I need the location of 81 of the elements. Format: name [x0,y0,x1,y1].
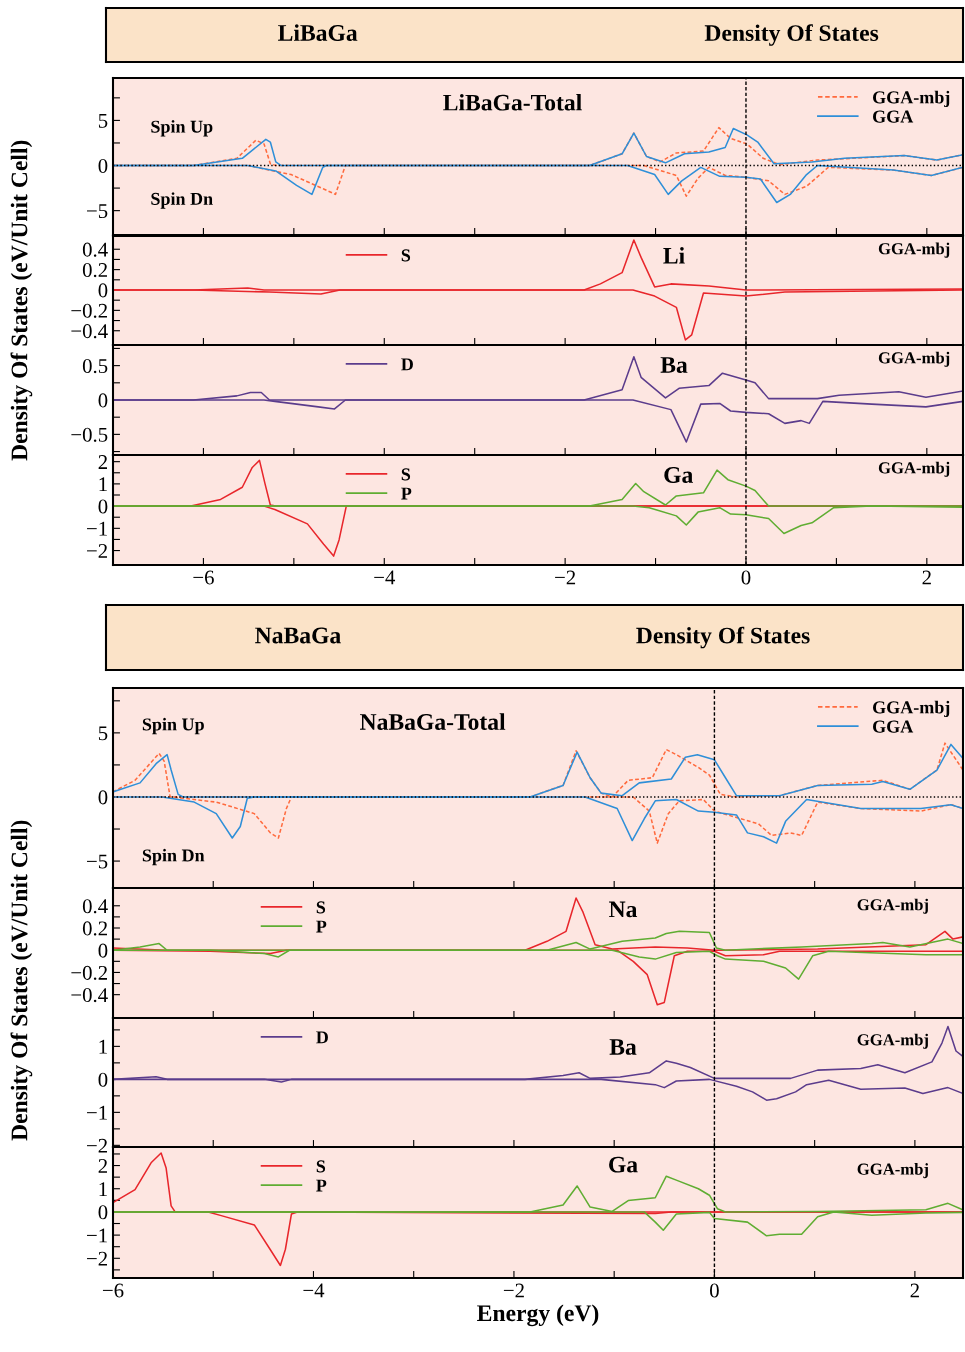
x-tick-label: 0 [741,570,751,585]
annotation: GGA-mbj [878,351,950,367]
x-axis-title: Energy (eV) [477,1304,599,1327]
text: Density Of States [704,24,879,46]
y-tick-label: 5 [98,113,108,128]
y-tick-label: 5 [98,726,108,741]
y-tick-label: −5 [87,204,108,219]
y-tick-label: 0 [98,1205,108,1220]
y-axis-title: Density Of States (eV/Unit Cell) [10,140,33,461]
y-tick-label: −1 [87,521,107,536]
x-tick-label: −6 [193,570,214,585]
text: LiBaGa [278,24,358,41]
x-tick-label: 2 [910,1283,919,1298]
y-tick-label: 0.5 [82,359,108,374]
y-tick-label: −0.4 [71,988,108,1003]
x-tick-label: −2 [555,570,576,585]
y-tick-label: 2 [98,455,107,469]
x-tick-label: −4 [303,1283,325,1298]
annotation: Spin Dn [151,192,213,209]
y-tick-label: 0 [98,790,108,805]
x-tick-label: −2 [503,1283,524,1298]
text: Density Of States [636,626,810,649]
y-tick-label: 1 [99,1039,107,1054]
legend-label: S [316,901,326,914]
legend-label: D [316,1031,328,1044]
y-tick-label: 0.2 [82,262,107,278]
annotation: NaBaGa-Total [360,713,506,730]
annotation: GGA-mbj [857,898,928,914]
y-tick-label: 0.4 [82,899,108,914]
annotation: GGA-mbj [878,461,950,477]
legend-label: P [316,1179,327,1192]
y-tick-label: 0 [98,283,108,298]
y-tick-label: 0 [98,1072,108,1087]
y-tick-label: −2 [87,543,107,558]
legend-label: D [401,358,413,371]
y-tick-label: −2 [87,1138,107,1153]
y-tick-label: −0.4 [71,324,108,339]
annotation: Ga [664,467,693,483]
y-tick-label: 1 [99,477,107,492]
y-tick-label: 2 [98,1158,107,1173]
annotation: Spin Up [142,717,204,735]
annotation: Spin Up [151,120,213,137]
annotation: GGA-mbj [857,1163,928,1179]
annotation: Li [663,247,685,264]
y-tick-label: 0 [98,158,108,173]
legend-label: GGA [873,720,914,733]
annotation: LiBaGa-Total [443,93,582,111]
y-tick-label: −2 [87,1251,107,1266]
legend-label: P [316,920,327,933]
legend-label: S [316,1160,326,1173]
y-tick-label: 0.4 [82,242,108,257]
y-axis-title: Density Of States (eV/Unit Cell) [10,820,33,1141]
annotation: GGA-mbj [878,242,950,258]
y-tick-label: −0.2 [71,303,107,318]
y-tick-label: 0.2 [82,921,107,936]
y-tick-label: 0 [98,499,108,514]
y-tick-label: 1 [99,1182,107,1196]
x-tick-label: −4 [374,570,396,585]
x-tick-label: 2 [922,570,931,585]
y-tick-label: −1 [87,1228,107,1243]
y-tick-label: 0 [98,943,108,958]
legend-label: P [401,487,412,500]
x-tick-label: −6 [102,1283,124,1298]
legend-label: S [401,249,411,262]
x-tick-label: 0 [710,1283,719,1298]
y-tick-label: −0.2 [71,965,107,980]
legend-label: GGA [873,110,914,123]
legend-label: GGA-mbj [873,90,950,108]
legend-label: S [401,468,411,481]
annotation: Ga [609,1156,638,1173]
annotation: Ba [660,357,688,373]
y-tick-label: −0.5 [71,427,108,442]
annotation: Na [609,901,638,918]
y-tick-label: 0 [98,393,108,408]
annotation: Spin Dn [142,848,205,866]
legend-label: GGA-mbj [873,700,950,718]
annotation: Ba [609,1039,637,1055]
y-tick-label: −1 [87,1105,107,1120]
text: NaBaGa [255,627,341,644]
annotation: GGA-mbj [857,1033,928,1049]
y-tick-label: −5 [87,854,108,869]
